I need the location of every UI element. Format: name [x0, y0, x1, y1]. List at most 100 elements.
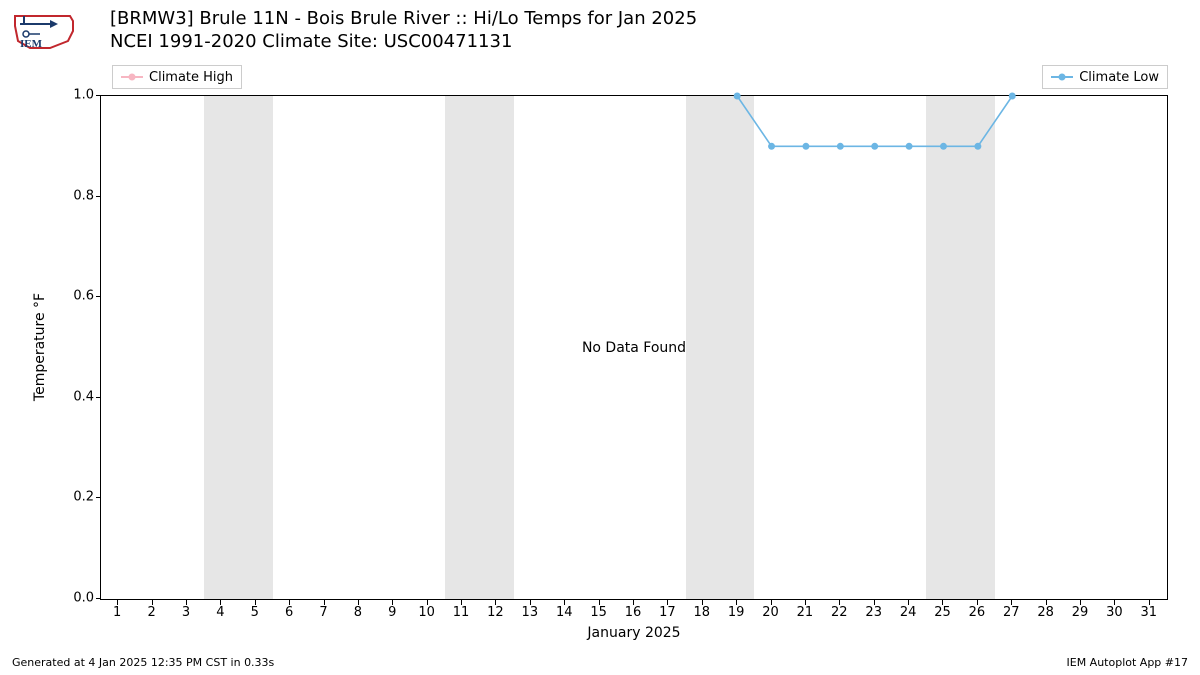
legend-high-swatch [121, 76, 143, 78]
chart-page: IEM [BRMW3] Brule 11N - Bois Brule River… [0, 0, 1200, 675]
y-tick-label: 0.0 [54, 591, 94, 606]
x-tick-mark [392, 600, 393, 605]
x-tick-label: 30 [1106, 605, 1123, 620]
x-tick-label: 13 [522, 605, 539, 620]
x-tick-mark [599, 600, 600, 605]
x-tick-label: 12 [487, 605, 504, 620]
x-tick-mark [289, 600, 290, 605]
x-tick-mark [495, 600, 496, 605]
x-tick-label: 16 [625, 605, 642, 620]
x-tick-mark [702, 600, 703, 605]
svg-text:IEM: IEM [20, 38, 43, 50]
x-tick-label: 11 [453, 605, 470, 620]
x-tick-label: 20 [762, 605, 779, 620]
x-tick-label: 19 [728, 605, 745, 620]
x-tick-mark [736, 600, 737, 605]
x-tick-label: 14 [556, 605, 573, 620]
iem-logo: IEM [10, 6, 80, 56]
climate-low-line [737, 96, 1012, 146]
chart-title: [BRMW3] Brule 11N - Bois Brule River :: … [110, 8, 697, 53]
footer-app: IEM Autoplot App #17 [1067, 656, 1189, 669]
legend-low-swatch [1051, 76, 1073, 78]
x-tick-mark [1046, 600, 1047, 605]
x-tick-mark [977, 600, 978, 605]
y-axis-label: Temperature °F [32, 293, 48, 401]
climate-low-marker [802, 143, 809, 150]
x-tick-mark [1149, 600, 1150, 605]
x-tick-label: 10 [418, 605, 435, 620]
x-tick-mark [1011, 600, 1012, 605]
x-tick-mark [564, 600, 565, 605]
plot-area: No Data Found [100, 95, 1168, 600]
y-tick-mark [96, 95, 101, 96]
x-tick-mark [771, 600, 772, 605]
legend-low-label: Climate Low [1079, 70, 1159, 85]
climate-low-marker [906, 143, 913, 150]
y-tick-mark [96, 296, 101, 297]
x-tick-mark [805, 600, 806, 605]
x-tick-mark [633, 600, 634, 605]
y-tick-mark [96, 497, 101, 498]
y-tick-mark [96, 397, 101, 398]
y-tick-label: 0.8 [54, 188, 94, 203]
footer-generated: Generated at 4 Jan 2025 12:35 PM CST in … [12, 656, 274, 669]
x-tick-label: 9 [388, 605, 396, 620]
climate-low-marker [734, 93, 741, 100]
x-tick-label: 18 [693, 605, 710, 620]
x-tick-mark [942, 600, 943, 605]
x-tick-label: 21 [797, 605, 814, 620]
series-layer [101, 96, 1167, 599]
x-tick-label: 28 [1037, 605, 1054, 620]
x-tick-label: 3 [182, 605, 190, 620]
x-tick-label: 6 [285, 605, 293, 620]
legend-high-label: Climate High [149, 70, 233, 85]
title-line-2: NCEI 1991-2020 Climate Site: USC00471131 [110, 31, 697, 54]
x-tick-mark [427, 600, 428, 605]
x-axis-label: January 2025 [587, 625, 680, 641]
x-tick-label: 2 [147, 605, 155, 620]
x-tick-mark [667, 600, 668, 605]
legend-low: Climate Low [1042, 65, 1168, 89]
y-tick-label: 0.6 [54, 289, 94, 304]
climate-low-marker [1009, 93, 1016, 100]
x-tick-label: 29 [1072, 605, 1089, 620]
title-line-1: [BRMW3] Brule 11N - Bois Brule River :: … [110, 8, 697, 31]
climate-low-marker [871, 143, 878, 150]
climate-low-marker [837, 143, 844, 150]
x-tick-label: 23 [865, 605, 882, 620]
climate-low-marker [768, 143, 775, 150]
x-tick-mark [1114, 600, 1115, 605]
x-tick-mark [1080, 600, 1081, 605]
x-tick-label: 4 [216, 605, 224, 620]
x-tick-label: 24 [900, 605, 917, 620]
x-tick-label: 31 [1141, 605, 1158, 620]
x-tick-mark [358, 600, 359, 605]
y-tick-mark [96, 598, 101, 599]
legend-high-line [121, 76, 143, 78]
legend-low-line [1051, 76, 1073, 78]
y-tick-mark [96, 196, 101, 197]
x-tick-label: 1 [113, 605, 121, 620]
climate-low-marker [974, 143, 981, 150]
x-tick-label: 26 [969, 605, 986, 620]
x-tick-label: 25 [934, 605, 951, 620]
x-tick-mark [255, 600, 256, 605]
x-tick-label: 17 [659, 605, 676, 620]
x-tick-label: 22 [831, 605, 848, 620]
x-tick-mark [530, 600, 531, 605]
x-tick-mark [220, 600, 221, 605]
x-tick-label: 15 [590, 605, 607, 620]
x-tick-mark [186, 600, 187, 605]
x-tick-mark [908, 600, 909, 605]
x-tick-mark [874, 600, 875, 605]
y-tick-label: 0.4 [54, 389, 94, 404]
x-tick-label: 7 [319, 605, 327, 620]
x-tick-mark [324, 600, 325, 605]
x-tick-label: 5 [251, 605, 259, 620]
x-tick-mark [839, 600, 840, 605]
x-tick-mark [117, 600, 118, 605]
climate-low-marker [940, 143, 947, 150]
x-tick-label: 8 [354, 605, 362, 620]
legend-high: Climate High [112, 65, 242, 89]
x-tick-mark [461, 600, 462, 605]
